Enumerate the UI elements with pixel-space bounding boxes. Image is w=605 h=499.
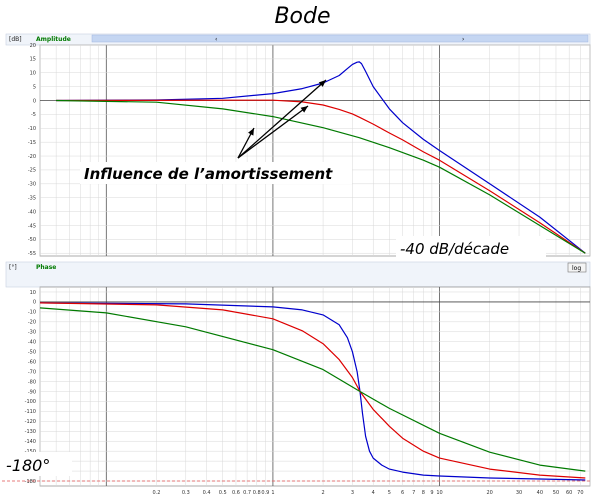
- phase-y-tick-label: -10: [28, 310, 36, 316]
- x-tick-label: 4: [372, 490, 375, 496]
- phase-y-tick-label: -70: [28, 369, 36, 375]
- phase-y-tick-label: -120: [25, 419, 36, 425]
- x-tick-label: 3: [351, 490, 354, 496]
- phase-y-tick-label: -20: [28, 320, 36, 326]
- log-button-label: log: [572, 265, 581, 272]
- annotation-arrow-head-2: [300, 106, 308, 113]
- amplitude-y-tick-label: -5: [31, 112, 36, 118]
- phase-panel-title: Phase: [36, 264, 56, 271]
- x-tick-label: 0.2: [152, 490, 160, 496]
- amplitude-y-tick-label: -40: [28, 209, 36, 215]
- x-tick-label: 6: [401, 490, 404, 496]
- x-tick-label: 30: [516, 490, 522, 496]
- amplitude-y-tick-label: -20: [28, 154, 36, 160]
- phase-annotation-bg: [2, 452, 72, 476]
- phase-y-tick-label: -110: [25, 409, 36, 415]
- phase-plot-area: [39, 286, 591, 487]
- x-tick-label: 0.6: [232, 490, 240, 496]
- x-tick-label: 70: [577, 490, 583, 496]
- amplitude-y-tick-label: -45: [28, 223, 36, 229]
- amplitude-series-line-1: [56, 61, 586, 254]
- chart-title: Bode: [274, 4, 331, 29]
- amplitude-y-tick-label: -50: [28, 237, 36, 243]
- amplitude-y-tick-label: -30: [28, 182, 36, 188]
- amplitude-y-tick-label: 15: [30, 57, 36, 63]
- phase-y-tick-label: -150: [25, 449, 36, 455]
- x-tick-label: 0.9: [261, 490, 269, 496]
- phase-y-tick-label: 10: [30, 290, 36, 296]
- amplitude-y-tick-label: 20: [30, 43, 36, 49]
- phase-y-tick-label: -80: [28, 379, 36, 385]
- annotation-arrow-head-1: [248, 128, 254, 136]
- phase-y-tick-label: -180: [25, 479, 36, 485]
- x-tick-label: 9: [430, 490, 433, 496]
- phase-y-tick-label: -90: [28, 389, 36, 395]
- amplitude-y-tick-label: 0: [33, 98, 36, 104]
- x-tick-label: 5: [388, 490, 391, 496]
- amplitude-y-tick-label: -25: [28, 168, 36, 174]
- x-tick-label: 1: [271, 490, 274, 496]
- annotation-arrow-line-2: [237, 105, 309, 159]
- phase-series-line-1: [39, 302, 586, 481]
- amplitude-unit-label: [dB]: [9, 36, 22, 43]
- x-tick-label: 60: [566, 490, 572, 496]
- amplitude-y-tick-label: -35: [28, 195, 36, 201]
- amplitude-y-tick-label: -15: [28, 140, 36, 146]
- phase-y-tick-label: -100: [25, 399, 36, 405]
- x-tick-label: 0.7: [243, 490, 251, 496]
- amplitude-y-tick-label: -55: [28, 251, 36, 257]
- annotation-arrow-line-3: [237, 79, 327, 159]
- x-tick-label: 0.3: [182, 490, 190, 496]
- amplitude-annotation-bg: [80, 162, 352, 184]
- phase-y-tick-label: -130: [25, 429, 36, 435]
- phase-header: [5, 261, 591, 288]
- phase-y-tick-label: -40: [28, 340, 36, 346]
- amplitude-series-line-3: [56, 99, 586, 254]
- log-button[interactable]: [567, 262, 587, 273]
- amplitude-panel-title: Amplitude: [36, 36, 71, 43]
- phase-y-tick-label: -30: [28, 330, 36, 336]
- x-tick-label: 8: [422, 490, 425, 496]
- amplitude-y-tick-label: -10: [28, 126, 36, 132]
- x-tick-label: 7: [412, 490, 415, 496]
- phase-y-tick-label: -50: [28, 349, 36, 355]
- amplitude-series-line-2: [56, 99, 586, 254]
- scroll-left-icon[interactable]: ‹: [215, 36, 217, 43]
- phase-annotation-180: -180°: [6, 456, 50, 475]
- phase-y-tick-label: -140: [25, 439, 36, 445]
- x-tick-label: 20: [487, 490, 493, 496]
- slope-annotation-bg: [396, 236, 546, 260]
- x-tick-label: 0.5: [219, 490, 227, 496]
- amplitude-annotation-damping: Influence de l’amortissement: [84, 165, 333, 183]
- amplitude-annotation-slope: -40 dB/décade: [400, 240, 509, 258]
- amplitude-plot-area: [39, 44, 591, 257]
- x-tick-label: 50: [553, 490, 559, 496]
- x-tick-label: 0.4: [203, 490, 211, 496]
- phase-unit-label: [°]: [9, 264, 17, 271]
- phase-series-line-3: [39, 307, 586, 472]
- phase-y-tick-label: 0: [33, 300, 36, 306]
- x-tick-label: 2: [321, 490, 324, 496]
- annotation-arrow-head-3: [318, 80, 326, 87]
- amplitude-y-tick-label: 5: [33, 84, 36, 90]
- amplitude-y-tick-label: 10: [30, 71, 36, 77]
- x-tick-label: 0.8: [253, 490, 261, 496]
- x-tick-label: 40: [537, 490, 543, 496]
- scroll-right-icon[interactable]: ›: [462, 36, 464, 43]
- phase-y-tick-label: -60: [28, 359, 36, 365]
- x-tick-label: 10: [436, 490, 442, 496]
- amplitude-scrollbar[interactable]: [91, 34, 589, 43]
